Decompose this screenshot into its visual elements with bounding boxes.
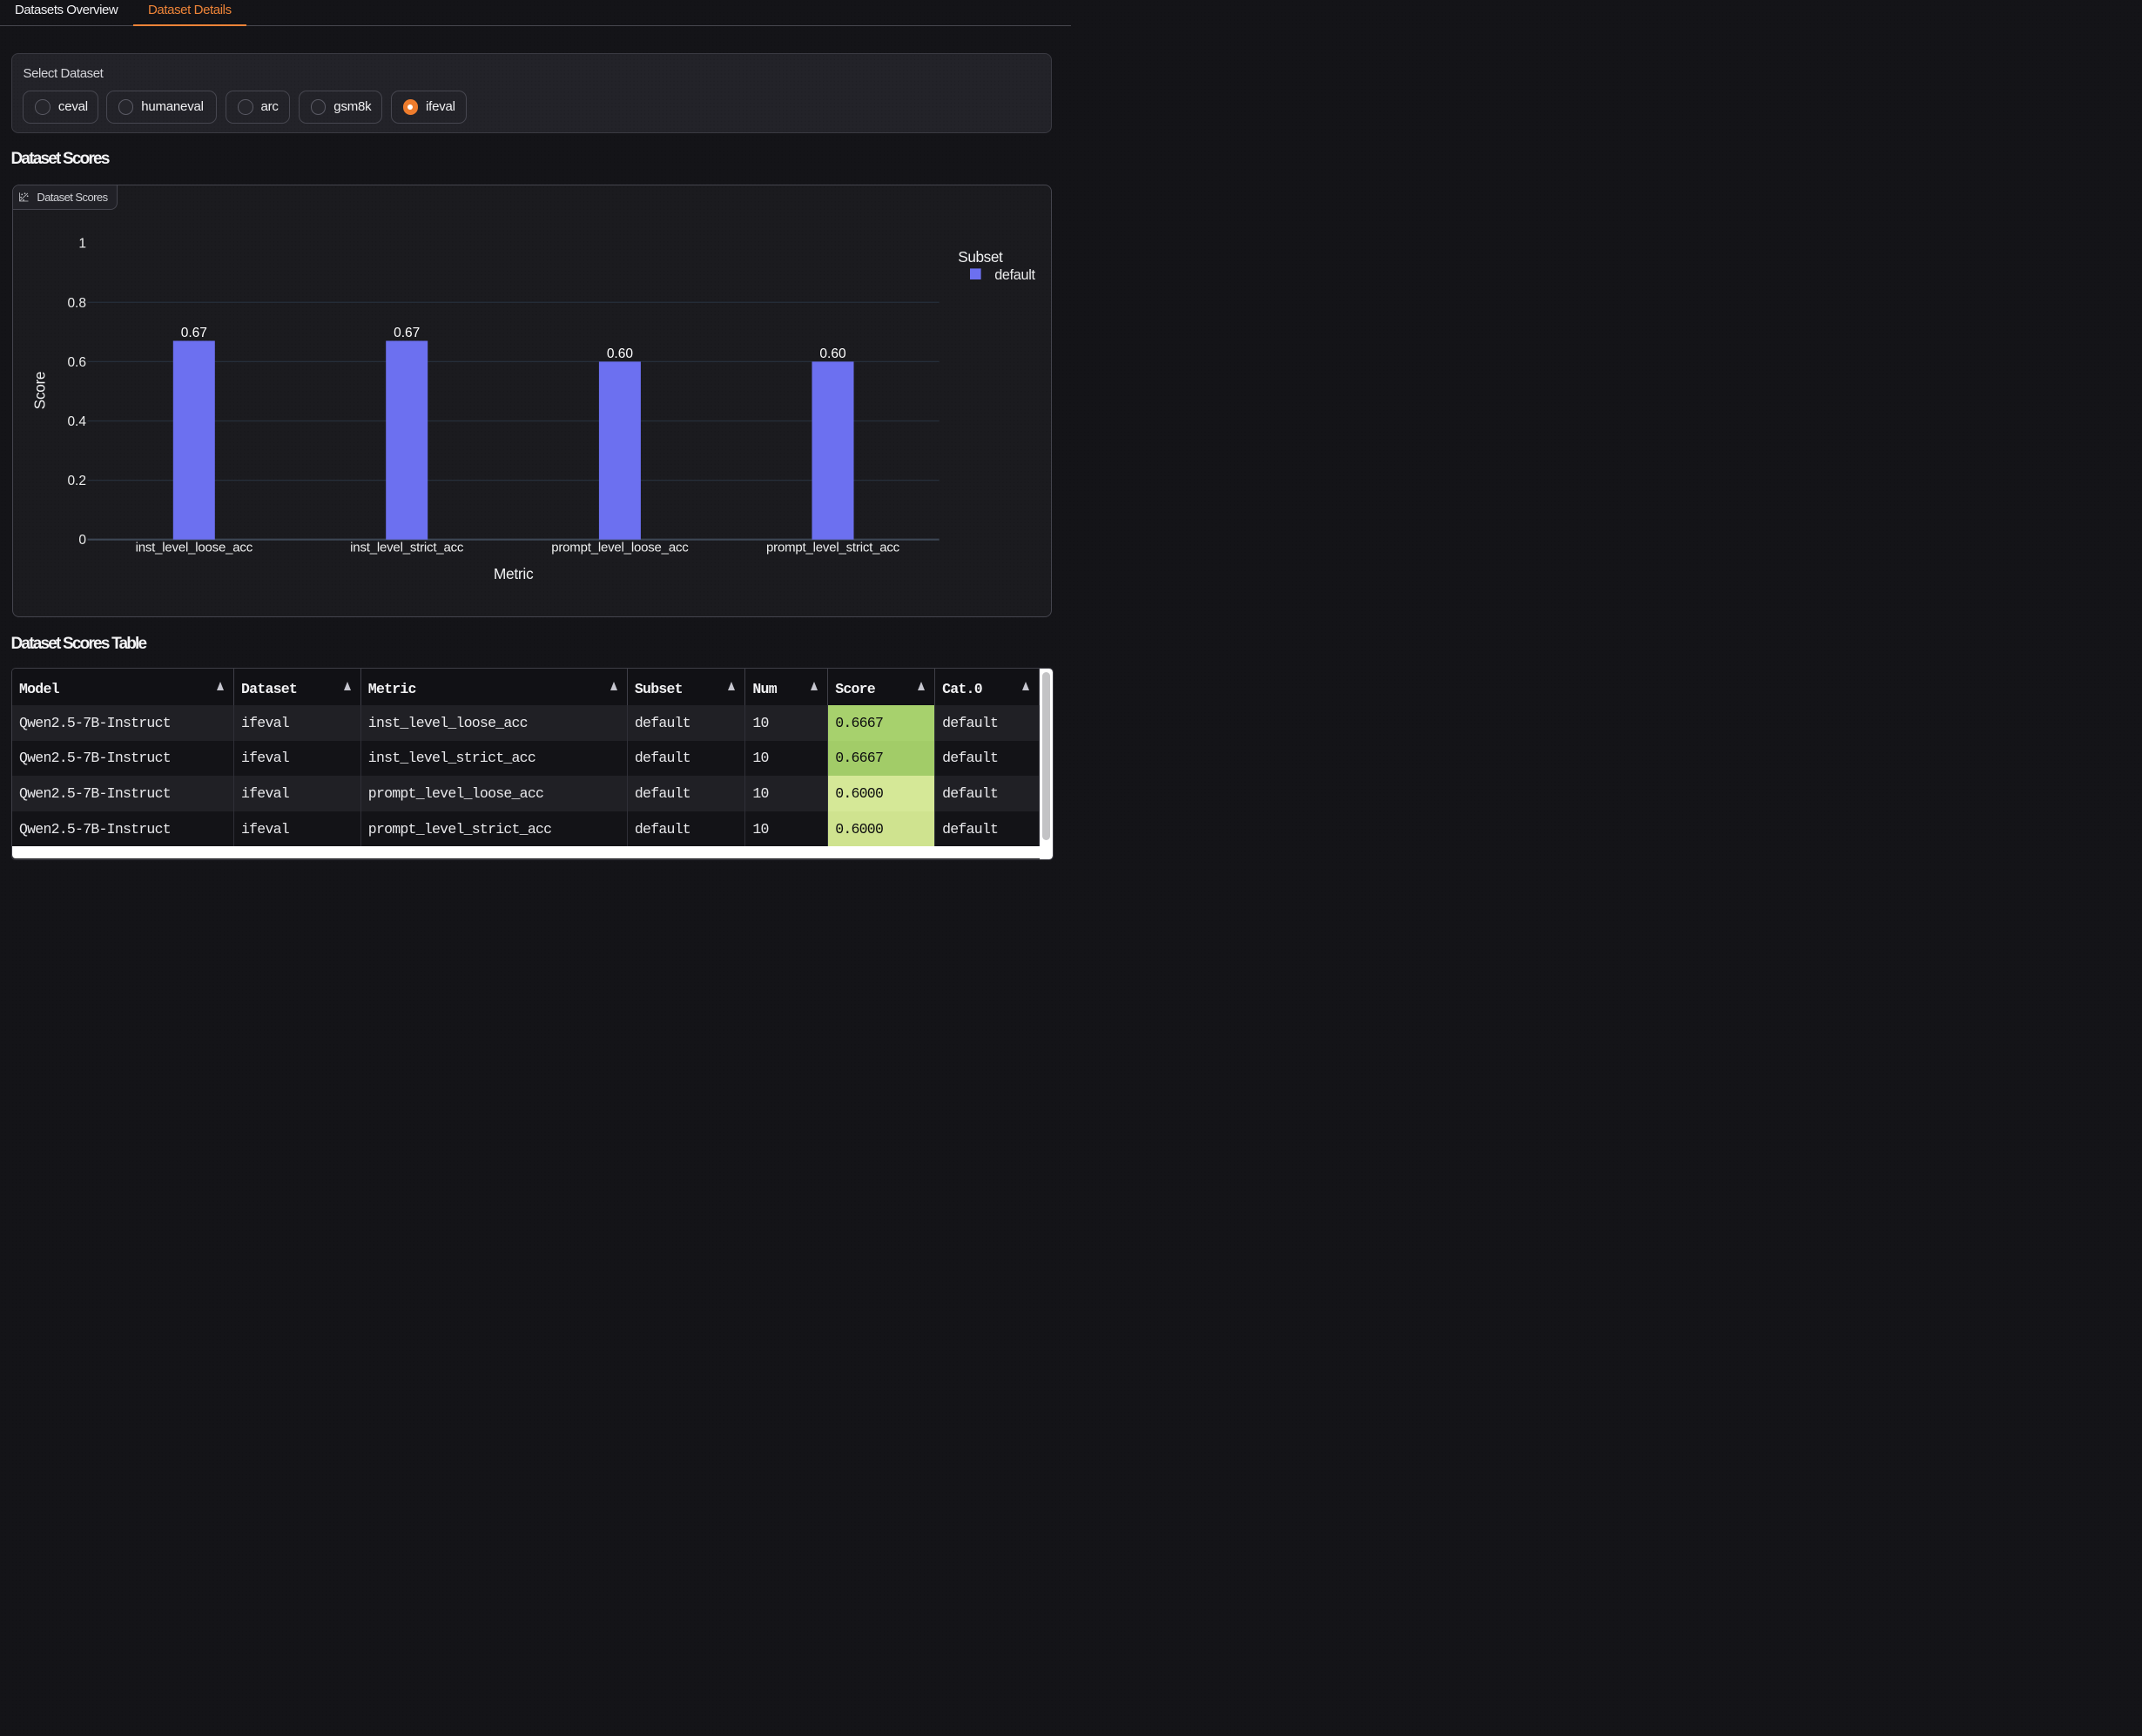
svg-text:0.4: 0.4 xyxy=(67,414,86,429)
svg-text:0.60: 0.60 xyxy=(607,347,634,361)
svg-text:Subset: Subset xyxy=(958,248,1003,266)
svg-text:inst_level_strict_acc: inst_level_strict_acc xyxy=(350,540,464,555)
svg-text:0.8: 0.8 xyxy=(67,296,86,311)
svg-text:Score: Score xyxy=(31,372,49,409)
svg-text:inst_level_loose_acc: inst_level_loose_acc xyxy=(136,540,253,555)
svg-text:prompt_level_loose_acc: prompt_level_loose_acc xyxy=(551,540,689,555)
svg-text:0.6: 0.6 xyxy=(67,355,86,370)
svg-text:Metric: Metric xyxy=(494,565,534,582)
svg-text:0.67: 0.67 xyxy=(394,326,420,340)
svg-text:1: 1 xyxy=(78,237,86,252)
svg-text:default: default xyxy=(994,267,1035,283)
svg-text:0: 0 xyxy=(78,533,86,548)
svg-text:0.60: 0.60 xyxy=(819,347,846,361)
svg-text:prompt_level_strict_acc: prompt_level_strict_acc xyxy=(766,540,900,555)
svg-text:0.67: 0.67 xyxy=(181,326,207,340)
svg-text:0.2: 0.2 xyxy=(67,474,86,488)
